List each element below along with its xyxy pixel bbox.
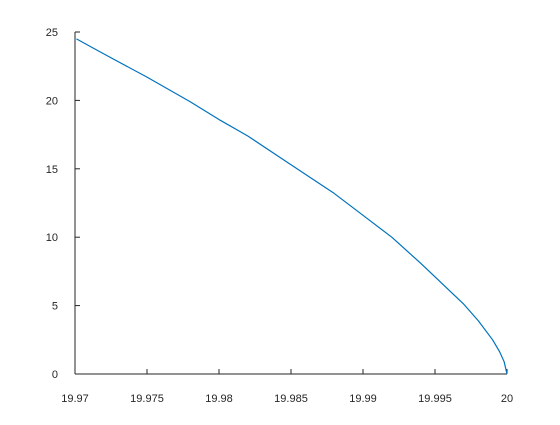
series-line-0 <box>76 38 508 375</box>
y-tick-label: 15 <box>46 164 58 176</box>
y-tick-label: 0 <box>52 369 58 381</box>
x-tick-label: 19.975 <box>130 393 164 405</box>
x-tick-label: 19.99 <box>349 393 377 405</box>
axes: 19.97 19.975 19.98 19.985 19.99 19.995 20 0 5 10 1… <box>46 27 513 405</box>
x-tick-label: 19.98 <box>205 393 233 405</box>
y-tick-label: 20 <box>46 95 58 107</box>
x-tick-label: 19.985 <box>274 393 308 405</box>
x-tick-label: 20 <box>501 393 513 405</box>
series-group <box>76 38 508 375</box>
y-tick-label: 5 <box>52 301 58 313</box>
y-tick-label: 10 <box>46 232 58 244</box>
x-tick-label: 19.97 <box>61 393 89 405</box>
x-tick-label: 19.995 <box>418 393 452 405</box>
y-tick-label: 25 <box>46 27 58 39</box>
